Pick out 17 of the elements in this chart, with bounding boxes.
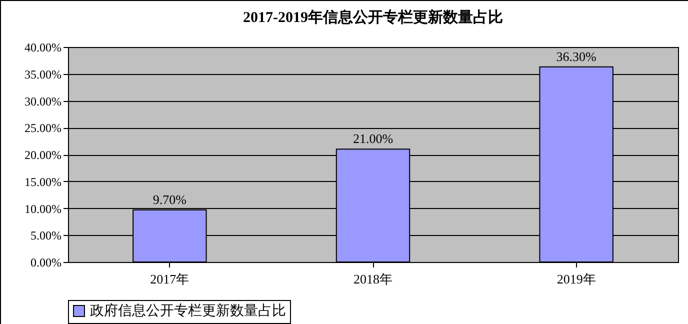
y-tick-label: 25.00% <box>24 121 62 136</box>
y-tick-label: 35.00% <box>24 67 62 82</box>
x-tick-label: 2018年 <box>354 272 392 286</box>
chart-title: 2017-2019年信息公开专栏更新数量占比 <box>243 8 503 26</box>
legend-label: 政府信息公开专栏更新数量占比 <box>90 303 286 319</box>
y-tick-label: 10.00% <box>24 202 62 216</box>
y-tick-label: 5.00% <box>30 228 62 243</box>
data-label: 9.70% <box>152 192 187 207</box>
y-tick-label: 15.00% <box>24 174 62 189</box>
y-tick-label: 0.00% <box>30 256 62 270</box>
y-tick-label: 20.00% <box>24 148 62 162</box>
x-tick-label: 2017年 <box>150 272 190 286</box>
data-label: 21.00% <box>352 131 394 146</box>
data-label: 36.30% <box>556 48 597 64</box>
x-tick-label: 2019年 <box>556 272 596 286</box>
y-tick-label: 30.00% <box>24 94 62 108</box>
y-tick-label: 40.00% <box>24 40 62 54</box>
